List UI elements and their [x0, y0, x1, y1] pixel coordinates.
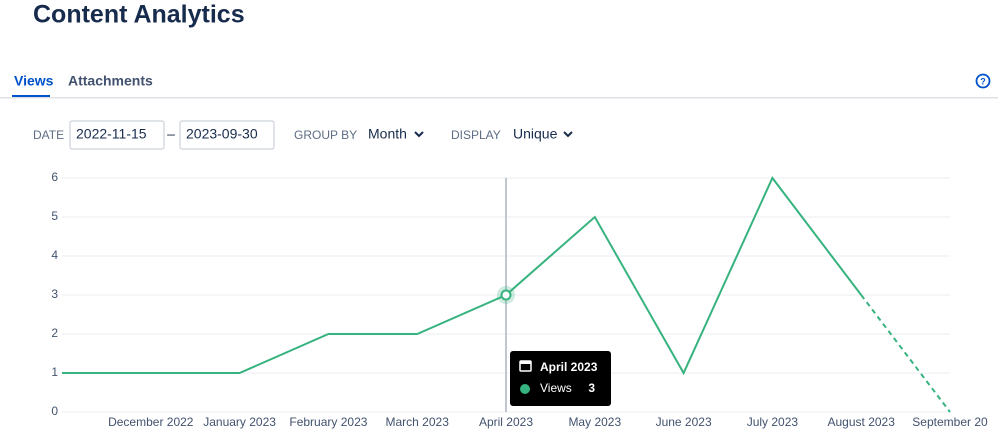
- y-tick-label: 6: [51, 170, 58, 184]
- x-tick-label: February 2023: [289, 415, 367, 429]
- x-tick-label: July 2023: [747, 415, 799, 429]
- filter-label: DATE: [33, 128, 64, 142]
- filter-label: GROUP BY: [294, 128, 357, 142]
- help-icon[interactable]: ?: [975, 73, 991, 89]
- tooltip-title: April 2023: [540, 360, 598, 374]
- x-tick-label: May 2023: [568, 415, 621, 429]
- tooltip-value: 3: [588, 381, 595, 395]
- dropdown[interactable]: Unique: [513, 126, 558, 142]
- divider: [0, 97, 998, 99]
- tab[interactable]: Views: [14, 73, 54, 89]
- x-tick-label: September 20: [912, 415, 988, 429]
- tab[interactable]: Attachments: [68, 73, 153, 89]
- date-separator: –: [167, 126, 175, 142]
- x-tick-label: March 2023: [386, 415, 450, 429]
- svg-text:?: ?: [980, 76, 986, 86]
- page-title: Content Analytics: [33, 1, 245, 29]
- y-tick-label: 5: [51, 209, 58, 223]
- x-tick-label: June 2023: [656, 415, 712, 429]
- tooltip: April 2023 Views 3: [510, 351, 611, 406]
- date-value: 2022-11-15: [76, 126, 147, 142]
- chevron: [414, 131, 424, 138]
- tooltip-label: Views: [540, 381, 572, 395]
- line-forecast: [860, 294, 951, 413]
- y-tick-label: 3: [51, 287, 58, 301]
- date-value: 2023-09-30: [186, 126, 258, 142]
- y-tick-label: 2: [51, 326, 58, 340]
- x-tick-label: December 2022: [108, 415, 194, 429]
- y-tick-label: 1: [51, 365, 58, 379]
- dropdown[interactable]: Month: [368, 126, 407, 142]
- line: [62, 176, 862, 376]
- x-tick-label: August 2023: [828, 415, 896, 429]
- filter-label: DISPLAY: [451, 128, 501, 142]
- date-input[interactable]: [69, 120, 165, 150]
- x-tick-label: April 2023: [479, 415, 533, 429]
- y-tick-label: 0: [51, 404, 58, 418]
- x-tick-label: January 2023: [203, 415, 276, 429]
- tab-indicator: [12, 95, 50, 98]
- chart: 0 1 2 3 4 5 6 December 2022 January 2023 February…: [51, 170, 988, 429]
- date-input[interactable]: [179, 120, 275, 150]
- y-tick-label: 4: [51, 248, 58, 262]
- point: [500, 289, 512, 301]
- tooltip-swatch: [520, 384, 530, 394]
- chevron: [563, 131, 573, 138]
